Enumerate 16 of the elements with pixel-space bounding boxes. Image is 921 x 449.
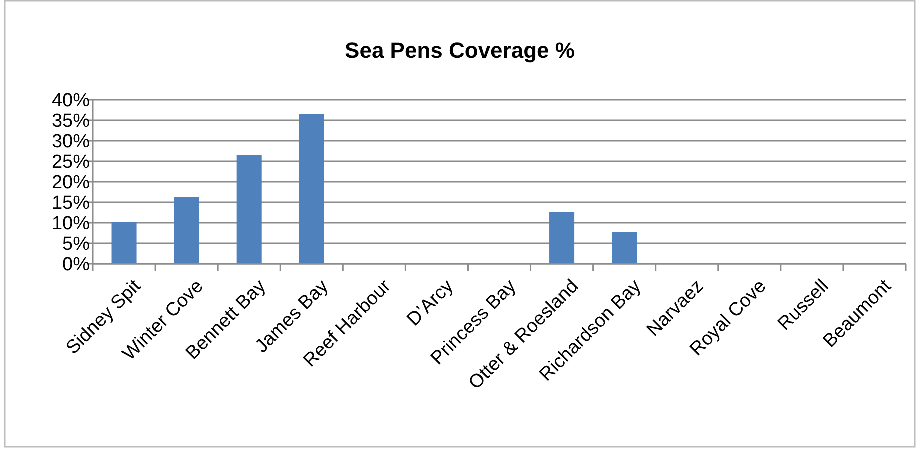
y-tick-label: 35% <box>52 111 90 132</box>
bar <box>236 155 262 264</box>
chart-title: Sea Pens Coverage % <box>345 38 575 63</box>
y-tick-label: 30% <box>52 132 90 153</box>
bar <box>174 197 200 264</box>
bar <box>299 114 324 264</box>
y-tick-label: 15% <box>52 193 90 214</box>
y-tick-label: 10% <box>52 214 90 235</box>
y-tick-label: 0% <box>62 254 90 276</box>
bar <box>112 222 137 264</box>
y-tick-label: 20% <box>52 172 90 194</box>
y-tick-label: 40% <box>52 90 90 112</box>
y-tick-label: 25% <box>52 152 90 174</box>
bar <box>550 212 575 264</box>
y-tick-label: 5% <box>62 234 90 256</box>
bar <box>612 232 638 264</box>
